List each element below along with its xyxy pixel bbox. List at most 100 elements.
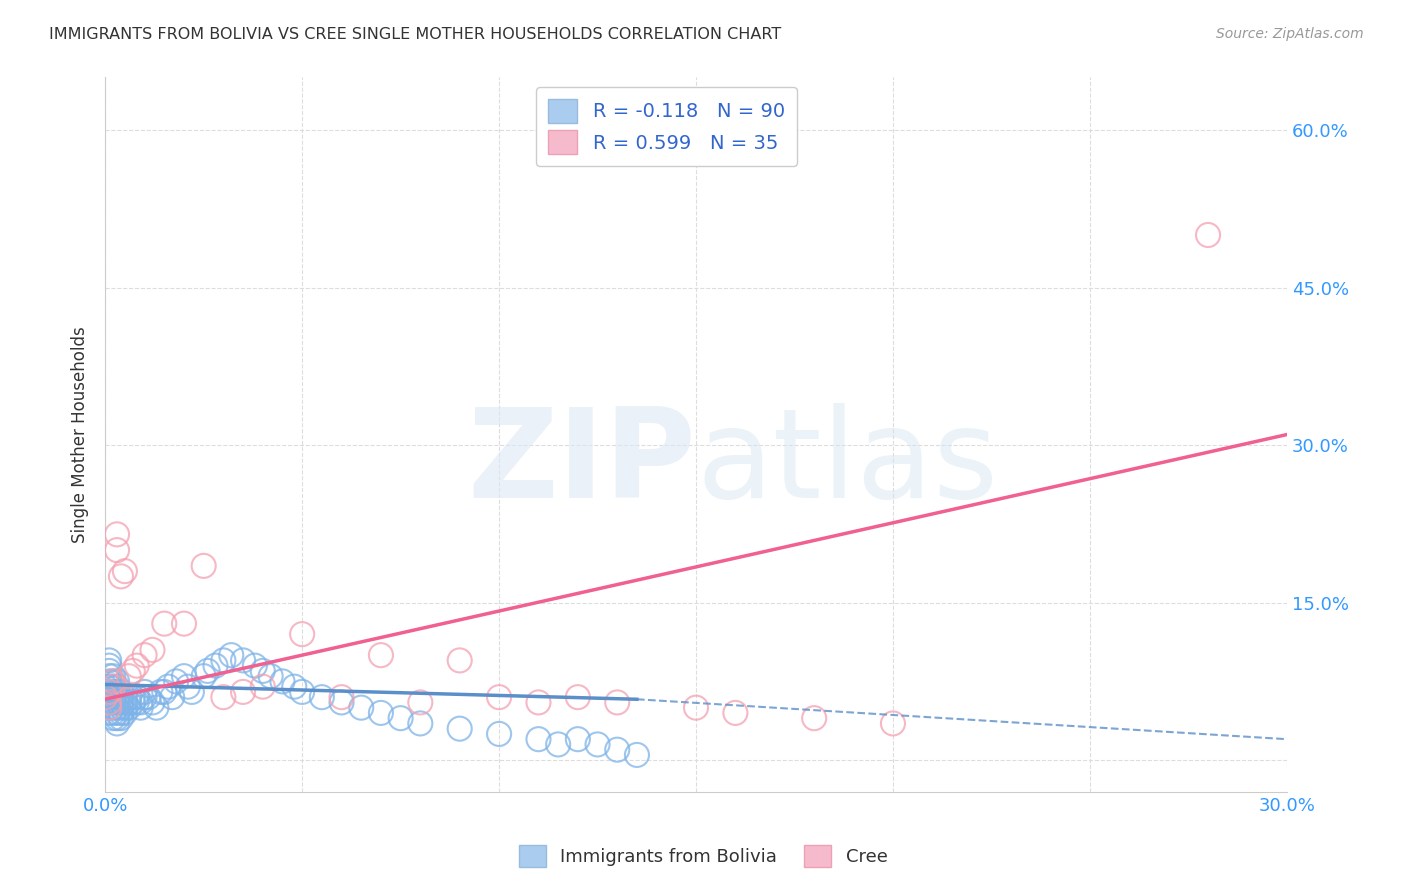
Point <box>114 564 136 578</box>
Point <box>153 685 176 699</box>
Point <box>105 674 128 689</box>
Point <box>165 674 187 689</box>
Point <box>153 616 176 631</box>
Point <box>141 695 163 709</box>
Point <box>98 680 121 694</box>
Point <box>291 685 314 699</box>
Point <box>94 680 117 694</box>
Point <box>193 669 215 683</box>
Point <box>98 700 121 714</box>
Point <box>283 680 305 694</box>
Point <box>259 669 281 683</box>
Point <box>389 711 412 725</box>
Point <box>803 711 825 725</box>
Point <box>110 685 132 699</box>
Point <box>567 690 589 705</box>
Point <box>98 706 121 720</box>
Point <box>160 690 183 705</box>
Point <box>101 695 124 709</box>
Point <box>252 664 274 678</box>
Point <box>180 685 202 699</box>
Point <box>105 543 128 558</box>
Point <box>252 680 274 694</box>
Point <box>105 695 128 709</box>
Point <box>110 700 132 714</box>
Point <box>110 695 132 709</box>
Point <box>149 685 172 699</box>
Point <box>98 700 121 714</box>
Point <box>193 558 215 573</box>
Point <box>567 732 589 747</box>
Point <box>101 680 124 694</box>
Point <box>98 653 121 667</box>
Point <box>212 653 235 667</box>
Point <box>110 569 132 583</box>
Point <box>488 690 510 705</box>
Point <box>330 690 353 705</box>
Point <box>134 685 156 699</box>
Legend: Immigrants from Bolivia, Cree: Immigrants from Bolivia, Cree <box>512 838 894 874</box>
Y-axis label: Single Mother Households: Single Mother Households <box>72 326 89 543</box>
Point <box>311 690 333 705</box>
Point <box>370 706 392 720</box>
Point <box>527 695 550 709</box>
Point <box>114 706 136 720</box>
Point <box>110 711 132 725</box>
Point <box>105 690 128 705</box>
Point <box>98 658 121 673</box>
Point <box>197 664 219 678</box>
Text: IMMIGRANTS FROM BOLIVIA VS CREE SINGLE MOTHER HOUSEHOLDS CORRELATION CHART: IMMIGRANTS FROM BOLIVIA VS CREE SINGLE M… <box>49 27 782 42</box>
Point <box>94 690 117 705</box>
Point <box>134 648 156 662</box>
Point <box>98 695 121 709</box>
Point <box>101 700 124 714</box>
Point <box>724 706 747 720</box>
Point <box>98 685 121 699</box>
Point <box>141 643 163 657</box>
Point <box>547 738 569 752</box>
Point <box>219 648 242 662</box>
Point <box>105 716 128 731</box>
Point <box>118 690 141 705</box>
Point <box>449 722 471 736</box>
Point <box>291 627 314 641</box>
Point <box>243 658 266 673</box>
Text: Source: ZipAtlas.com: Source: ZipAtlas.com <box>1216 27 1364 41</box>
Point <box>105 700 128 714</box>
Point <box>101 690 124 705</box>
Text: ZIP: ZIP <box>467 402 696 524</box>
Text: atlas: atlas <box>696 402 998 524</box>
Point <box>409 716 432 731</box>
Point <box>177 680 200 694</box>
Point <box>105 685 128 699</box>
Point <box>94 690 117 705</box>
Point <box>101 706 124 720</box>
Point <box>449 653 471 667</box>
Point <box>98 695 121 709</box>
Point <box>101 669 124 683</box>
Point <box>101 674 124 689</box>
Point <box>98 669 121 683</box>
Point <box>173 616 195 631</box>
Point <box>121 664 143 678</box>
Point <box>105 711 128 725</box>
Point <box>101 680 124 694</box>
Point <box>173 669 195 683</box>
Point <box>121 695 143 709</box>
Point <box>606 695 628 709</box>
Point <box>129 700 152 714</box>
Point <box>110 690 132 705</box>
Point <box>125 695 148 709</box>
Point <box>105 706 128 720</box>
Point <box>101 674 124 689</box>
Point <box>121 690 143 705</box>
Point <box>527 732 550 747</box>
Point <box>118 695 141 709</box>
Point <box>101 685 124 699</box>
Point <box>586 738 609 752</box>
Point <box>110 706 132 720</box>
Legend: R = -0.118   N = 90, R = 0.599   N = 35: R = -0.118 N = 90, R = 0.599 N = 35 <box>537 87 797 166</box>
Point <box>105 680 128 694</box>
Point <box>134 690 156 705</box>
Point <box>157 680 180 694</box>
